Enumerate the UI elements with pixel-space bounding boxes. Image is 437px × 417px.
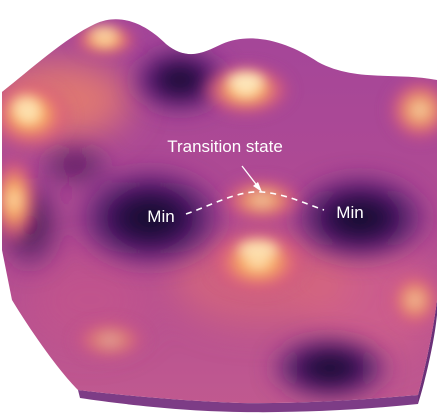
peak-saddle bbox=[218, 176, 306, 224]
peak-bottom-left bbox=[70, 318, 150, 362]
peak-right-lower bbox=[387, 270, 437, 330]
transition-state-label: Transition state bbox=[167, 137, 283, 156]
peak-right bbox=[385, 76, 437, 144]
peak-far-left bbox=[2, 152, 40, 248]
reaction-path bbox=[185, 191, 325, 215]
surface-right-side bbox=[418, 300, 437, 404]
peak-center bbox=[206, 228, 310, 296]
well-bottom bbox=[268, 334, 392, 402]
well-right bbox=[288, 172, 432, 264]
min-left-label: Min bbox=[147, 207, 174, 226]
arrow-head bbox=[253, 182, 262, 192]
min-right-label: Min bbox=[336, 203, 363, 222]
well-left bbox=[72, 166, 228, 270]
surface-side-face bbox=[78, 390, 418, 413]
